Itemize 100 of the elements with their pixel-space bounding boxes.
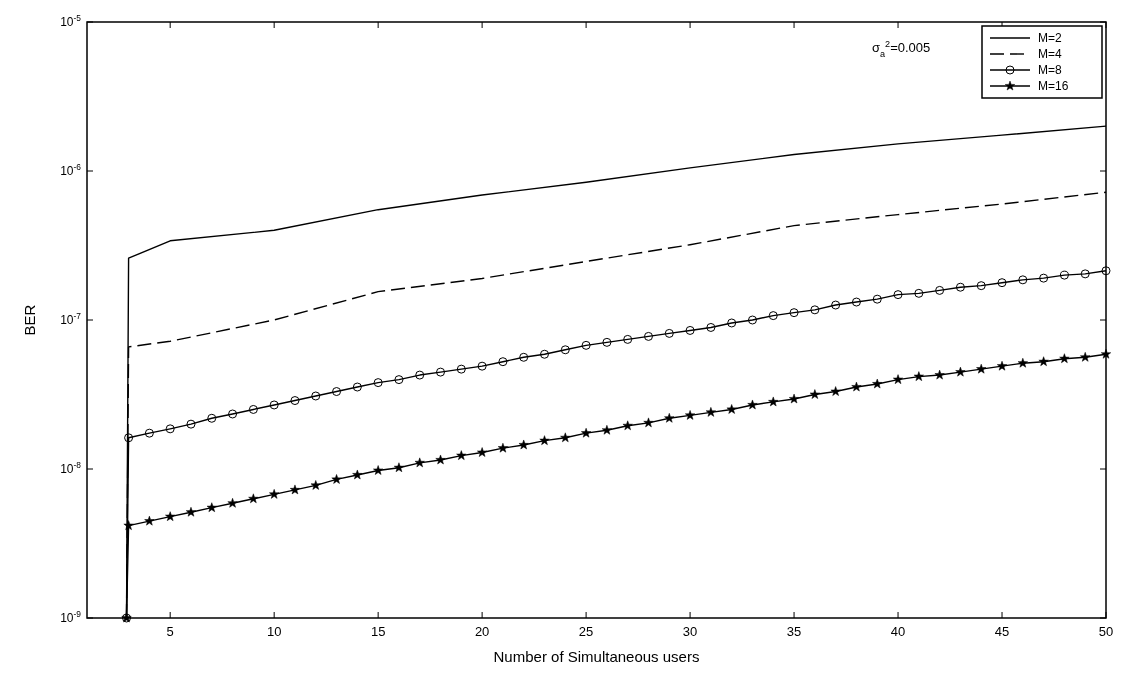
point [893,290,903,300]
point [997,278,1007,288]
point [623,334,633,344]
point [518,439,529,450]
point [913,371,924,381]
x-tick-label: 20 [474,624,490,639]
point [352,382,362,392]
x-tick-label: 5 [166,624,174,639]
point [290,396,300,406]
x-tick-label: 30 [682,624,698,639]
point [810,305,820,315]
point [227,498,238,508]
point [331,474,342,484]
point [872,294,882,304]
point [602,337,612,347]
point [726,404,737,414]
y-tick-label: 10$^{-8}$ [60,460,82,477]
point [207,413,217,423]
x-tick-label: 35 [786,624,802,639]
point [373,378,383,388]
point [1100,349,1112,359]
legend-label: M=8 [1038,63,1062,78]
legend-label: M=16 [1038,79,1069,94]
point [1059,353,1070,363]
x-tick-label: 15 [370,624,386,639]
point [477,447,488,457]
point [789,308,799,318]
point [1080,269,1090,279]
point [248,493,259,504]
point [248,404,258,414]
point [643,331,653,341]
point [768,311,778,321]
point [560,345,570,355]
point [393,462,404,473]
point [789,393,800,404]
point [165,424,175,434]
point [1018,275,1028,285]
point [872,378,883,389]
point [477,361,487,371]
point [456,364,466,374]
point [539,435,550,445]
point [643,417,654,428]
point [352,469,363,480]
annotation: σ$_{a}$$^{2}$=0.005 [872,39,931,59]
point [1038,356,1049,366]
point [831,300,841,310]
point [332,387,342,397]
point [955,282,965,292]
point [809,389,820,399]
point [685,325,695,335]
point [581,427,592,438]
point [934,369,945,380]
point [705,407,716,417]
x-tick-label: 50 [1098,624,1114,639]
x-tick-label: 25 [578,624,594,639]
point [830,386,841,396]
point [747,399,758,410]
point [706,322,716,332]
point [123,520,134,530]
point [124,433,134,443]
point [269,489,280,499]
point [851,381,862,392]
point [435,454,446,465]
point [228,409,238,419]
point [206,502,217,512]
point [185,506,196,517]
point [497,442,508,453]
x-tick-label: 45 [994,624,1010,639]
point [851,297,861,307]
y-tick-label: 10$^{-9}$ [60,609,82,626]
point [581,340,591,350]
y-axis-title: BER [21,304,38,336]
point [373,465,384,475]
point [540,349,550,359]
point [976,281,986,291]
point [1039,273,1049,283]
point [394,375,404,385]
point [498,357,508,367]
point [727,318,737,328]
point [768,396,779,407]
legend-label: M=2 [1038,31,1062,46]
point [310,480,321,490]
point [414,457,425,468]
point [1059,270,1069,280]
point [144,515,155,526]
point [955,366,966,377]
point [685,410,696,420]
point [269,400,279,410]
point [456,450,467,460]
point [664,413,675,423]
point [165,511,176,521]
point [560,432,571,443]
point [747,315,757,325]
point [601,425,612,435]
point [311,391,321,401]
point [622,420,633,431]
y-tick-label: 10$^{-7}$ [60,311,82,328]
point [664,328,674,338]
point [914,288,924,298]
x-tick-label: 10 [266,624,282,639]
